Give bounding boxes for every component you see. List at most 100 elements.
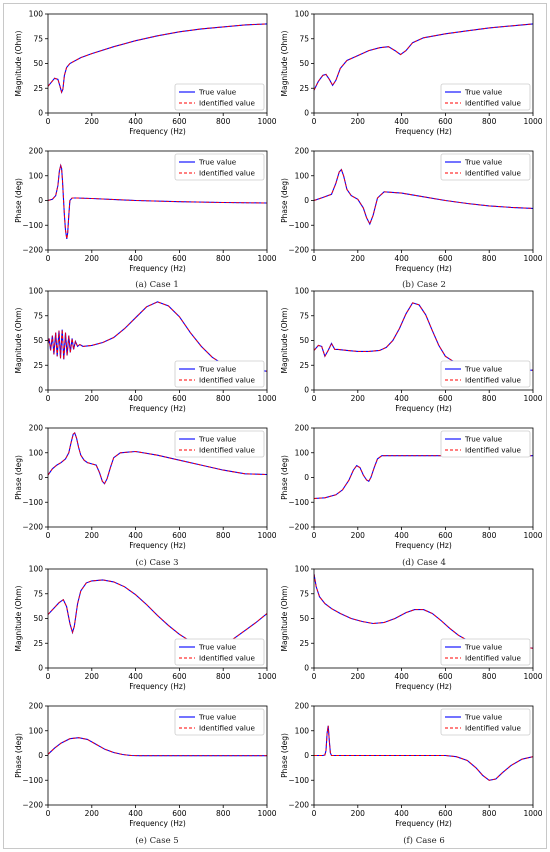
y-tick-label: 75 [299, 34, 309, 43]
x-tick-label: 0 [312, 809, 317, 818]
x-tick-label: 800 [482, 672, 497, 681]
y-tick-label: 100 [295, 287, 310, 296]
x-tick-label: 1000 [523, 809, 542, 818]
y-tick-label: 0 [304, 109, 309, 118]
x-tick-label: 800 [216, 394, 231, 403]
y-tick-label: 50 [33, 614, 43, 623]
y-tick-label: 0 [38, 473, 43, 482]
x-tick-label: 0 [46, 809, 51, 818]
y-axis-label: Phase (deg) [14, 178, 23, 223]
legend-label: Identified value [199, 654, 255, 663]
x-tick-label: 1000 [257, 254, 276, 263]
y-tick-label: 100 [295, 565, 310, 574]
legend-label: True value [464, 713, 503, 722]
x-tick-label: 400 [128, 394, 143, 403]
legend-label: True value [198, 158, 237, 167]
series-line-identified-value [314, 168, 533, 226]
x-axis-label: Frequency (Hz) [129, 264, 186, 273]
y-axis-label: Phase (deg) [280, 733, 289, 778]
legend-box [440, 360, 531, 388]
y-tick-label: 200 [29, 424, 44, 433]
series-line-identified-value [48, 737, 267, 757]
legend-label: Identified value [465, 376, 521, 385]
x-tick-label: 400 [128, 117, 143, 126]
y-tick-label: 25 [299, 361, 309, 370]
y-tick-label: −200 [22, 801, 43, 810]
caption-case-3: (c) Case 3 [135, 558, 179, 568]
x-tick-label: 200 [85, 672, 100, 681]
legend-label: Identified value [199, 376, 255, 385]
x-tick-label: 400 [394, 672, 409, 681]
x-tick-label: 400 [128, 531, 143, 540]
legend: True value Identified value [174, 83, 265, 111]
x-tick-label: 200 [351, 117, 366, 126]
y-tick-label: −200 [288, 801, 309, 810]
y-tick-label: 100 [29, 287, 44, 296]
x-tick-label: 400 [394, 809, 409, 818]
legend: True value Identified value [440, 638, 531, 666]
x-tick-label: 200 [85, 254, 100, 263]
x-axis-label: Frequency (Hz) [129, 541, 186, 550]
legend-label: Identified value [465, 446, 521, 455]
x-tick-label: 800 [216, 672, 231, 681]
plot-frame [313, 705, 534, 806]
legend-label: Identified value [465, 99, 521, 108]
y-tick-label: 0 [304, 664, 309, 673]
legend: True value Identified value [440, 360, 531, 388]
x-tick-label: 800 [482, 254, 497, 263]
x-tick-label: 400 [394, 117, 409, 126]
legend-label: Identified value [465, 724, 521, 733]
x-tick-label: 200 [85, 117, 100, 126]
legend-label: True value [464, 158, 503, 167]
legend: True value Identified value [174, 708, 265, 736]
y-tick-label: 200 [29, 147, 44, 156]
y-axis-label: Magnitude (Ohm) [280, 585, 289, 651]
y-tick-label: −200 [22, 246, 43, 255]
y-tick-label: 25 [33, 639, 43, 648]
x-tick-label: 400 [128, 254, 143, 263]
legend-box [174, 153, 265, 181]
x-axis-label: Frequency (Hz) [395, 819, 452, 828]
series-line-identified-value [314, 302, 533, 371]
y-tick-label: 100 [295, 448, 310, 457]
y-axis-label: Phase (deg) [280, 455, 289, 500]
y-tick-label: 50 [299, 336, 309, 345]
legend-label: Identified value [199, 724, 255, 733]
legend-box [174, 430, 265, 458]
y-tick-label: 75 [33, 589, 43, 598]
chart-b-bottom: 0 200 400 600 800 1000 −200 −100 0 100 200 Frequenc… [280, 147, 543, 273]
legend: True value Identified value [440, 153, 531, 181]
x-tick-label: 400 [394, 254, 409, 263]
x-tick-label: 800 [482, 394, 497, 403]
plot-frame [313, 13, 534, 114]
x-tick-label: 200 [85, 394, 100, 403]
caption-case-2: (b) Case 2 [402, 280, 446, 290]
x-tick-label: 600 [172, 809, 187, 818]
y-tick-label: 0 [38, 664, 43, 673]
y-tick-label: 100 [29, 448, 44, 457]
y-axis-label: Magnitude (Ohm) [280, 30, 289, 96]
x-tick-label: 600 [438, 117, 453, 126]
series-line-identified-value [314, 573, 533, 649]
y-tick-label: 50 [33, 336, 43, 345]
x-tick-label: 1000 [257, 394, 276, 403]
legend-label: True value [198, 88, 237, 97]
plot-frame [47, 150, 268, 251]
chart-c-top: 0 200 400 600 800 1000 0 25 50 75 100 Frequency (Hz… [14, 287, 277, 413]
series-line-identified-value [48, 163, 267, 239]
x-tick-label: 600 [438, 394, 453, 403]
legend: True value Identified value [440, 708, 531, 736]
legend-label: True value [464, 88, 503, 97]
x-tick-label: 600 [172, 254, 187, 263]
y-tick-label: −100 [22, 498, 43, 507]
y-axis-label: Magnitude (Ohm) [280, 307, 289, 373]
x-tick-label: 1000 [257, 117, 276, 126]
x-axis-label: Frequency (Hz) [395, 541, 452, 550]
chart-a-top: 0 200 400 600 800 1000 0 25 50 75 100 Frequency (Hz… [14, 10, 277, 136]
x-tick-label: 600 [172, 672, 187, 681]
x-axis-label: Frequency (Hz) [129, 127, 186, 136]
legend-label: Identified value [465, 169, 521, 178]
y-tick-label: −200 [288, 523, 309, 532]
chart-f-bottom: 0 200 400 600 800 1000 −200 −100 0 100 200 Frequenc… [280, 702, 543, 828]
